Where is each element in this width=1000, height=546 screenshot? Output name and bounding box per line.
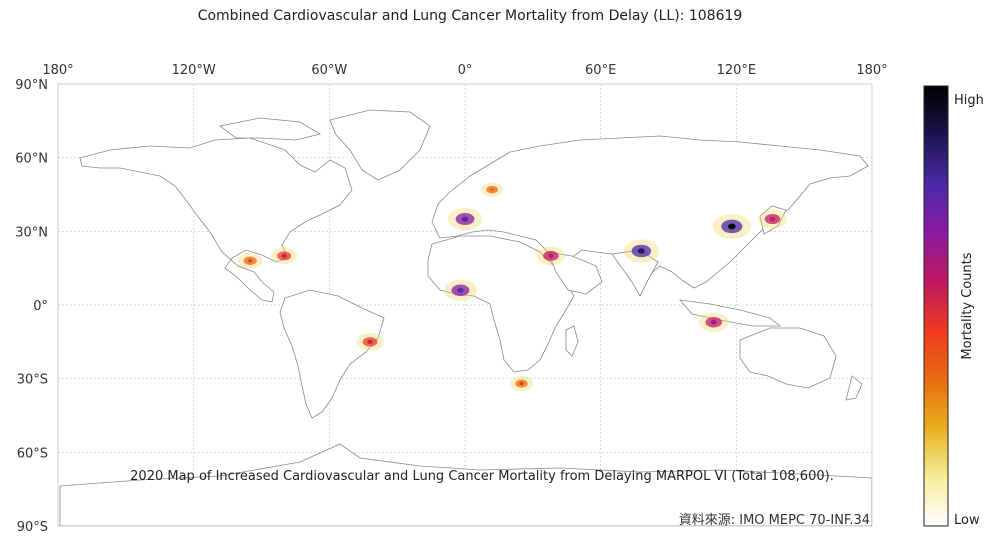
landmass-greenland <box>329 109 431 181</box>
hotspot <box>481 182 504 197</box>
longitude-tick-label: 180° <box>42 63 73 78</box>
hotspot <box>623 239 660 263</box>
latitude-tick-label: 60°S <box>17 446 48 461</box>
longitude-tick-label: 60°W <box>311 63 347 78</box>
colorbar-title: Mortality Counts <box>960 252 975 359</box>
landmass-australia <box>739 327 837 389</box>
longitude-tick-label: 60°E <box>585 63 616 78</box>
hotspot <box>356 332 384 351</box>
latitude-tick-label: 30°S <box>17 373 48 388</box>
latitude-tick-label: 30°N <box>15 225 48 240</box>
hotspot <box>536 246 566 266</box>
colorbar-high-label: High <box>954 93 984 108</box>
longitude-tick-labels: 180° 120°W 60°W 0° 60°E 120°E 180° <box>42 63 887 78</box>
landmass-arabia <box>547 251 603 295</box>
landmass-south-america <box>279 289 385 419</box>
latitude-tick-label: 0° <box>33 299 48 314</box>
landmass-arctic-islands <box>219 117 322 141</box>
hotspot <box>509 375 534 392</box>
map-caption: 2020 Map of Increased Cardiovascular and… <box>130 469 834 484</box>
landmass-north-america <box>79 137 353 303</box>
map-title: Combined Cardiovascular and Lung Cancer … <box>197 8 743 24</box>
hotspot <box>447 207 483 231</box>
landmass-indonesia <box>679 299 782 327</box>
hotspot <box>443 279 477 302</box>
coastlines <box>59 109 872 526</box>
hotspot <box>712 213 752 239</box>
colorbar-low-label: Low <box>954 513 980 528</box>
hotspot <box>698 312 729 333</box>
data-source: 資料來源: IMO MEPC 70-INF.34 <box>679 513 870 528</box>
longitude-tick-label: 120°W <box>172 63 216 78</box>
landmass-madagascar <box>565 325 579 357</box>
hotspot <box>237 252 263 269</box>
latitude-tick-label: 90°S <box>17 520 48 535</box>
latitude-tick-label: 60°N <box>15 152 48 167</box>
landmass-antarctica <box>59 443 872 526</box>
longitude-tick-label: 180° <box>856 63 887 78</box>
mortality-hotspots <box>237 182 787 392</box>
hotspot <box>271 247 298 265</box>
latitude-tick-labels: 90°N 60°N 30°N 0° 30°S 60°S 90°S <box>15 78 48 535</box>
colorbar <box>923 85 949 527</box>
landmass-new-zealand <box>845 375 863 401</box>
longitude-tick-label: 120°E <box>717 63 757 78</box>
hotspot <box>758 209 787 229</box>
longitude-tick-label: 0° <box>458 63 473 78</box>
latitude-tick-label: 90°N <box>15 78 48 93</box>
